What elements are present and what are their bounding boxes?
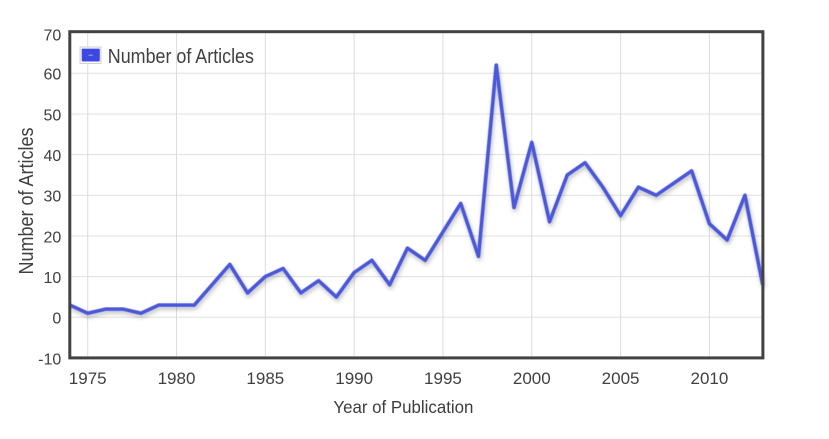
svg-text:40: 40 bbox=[44, 148, 62, 165]
svg-text:0: 0 bbox=[52, 311, 61, 328]
svg-text:10: 10 bbox=[44, 270, 62, 287]
svg-text:Number of Articles: Number of Articles bbox=[108, 46, 254, 68]
svg-text:Year of Publication: Year of Publication bbox=[333, 397, 473, 418]
svg-text:2005: 2005 bbox=[602, 369, 640, 388]
svg-text:50: 50 bbox=[44, 107, 62, 124]
svg-text:1995: 1995 bbox=[424, 369, 462, 388]
svg-text:2010: 2010 bbox=[690, 369, 728, 388]
svg-text:60: 60 bbox=[44, 67, 62, 84]
svg-text:1975: 1975 bbox=[69, 369, 107, 388]
svg-text:30: 30 bbox=[44, 189, 62, 206]
svg-text:Number of Articles: Number of Articles bbox=[16, 128, 38, 275]
svg-text:20: 20 bbox=[44, 229, 62, 246]
svg-text:1985: 1985 bbox=[246, 369, 284, 388]
svg-text:70: 70 bbox=[44, 28, 62, 45]
svg-text:-10: -10 bbox=[38, 351, 61, 368]
svg-text:2000: 2000 bbox=[513, 369, 551, 388]
svg-text:1990: 1990 bbox=[335, 369, 373, 388]
svg-text:1980: 1980 bbox=[158, 369, 196, 388]
